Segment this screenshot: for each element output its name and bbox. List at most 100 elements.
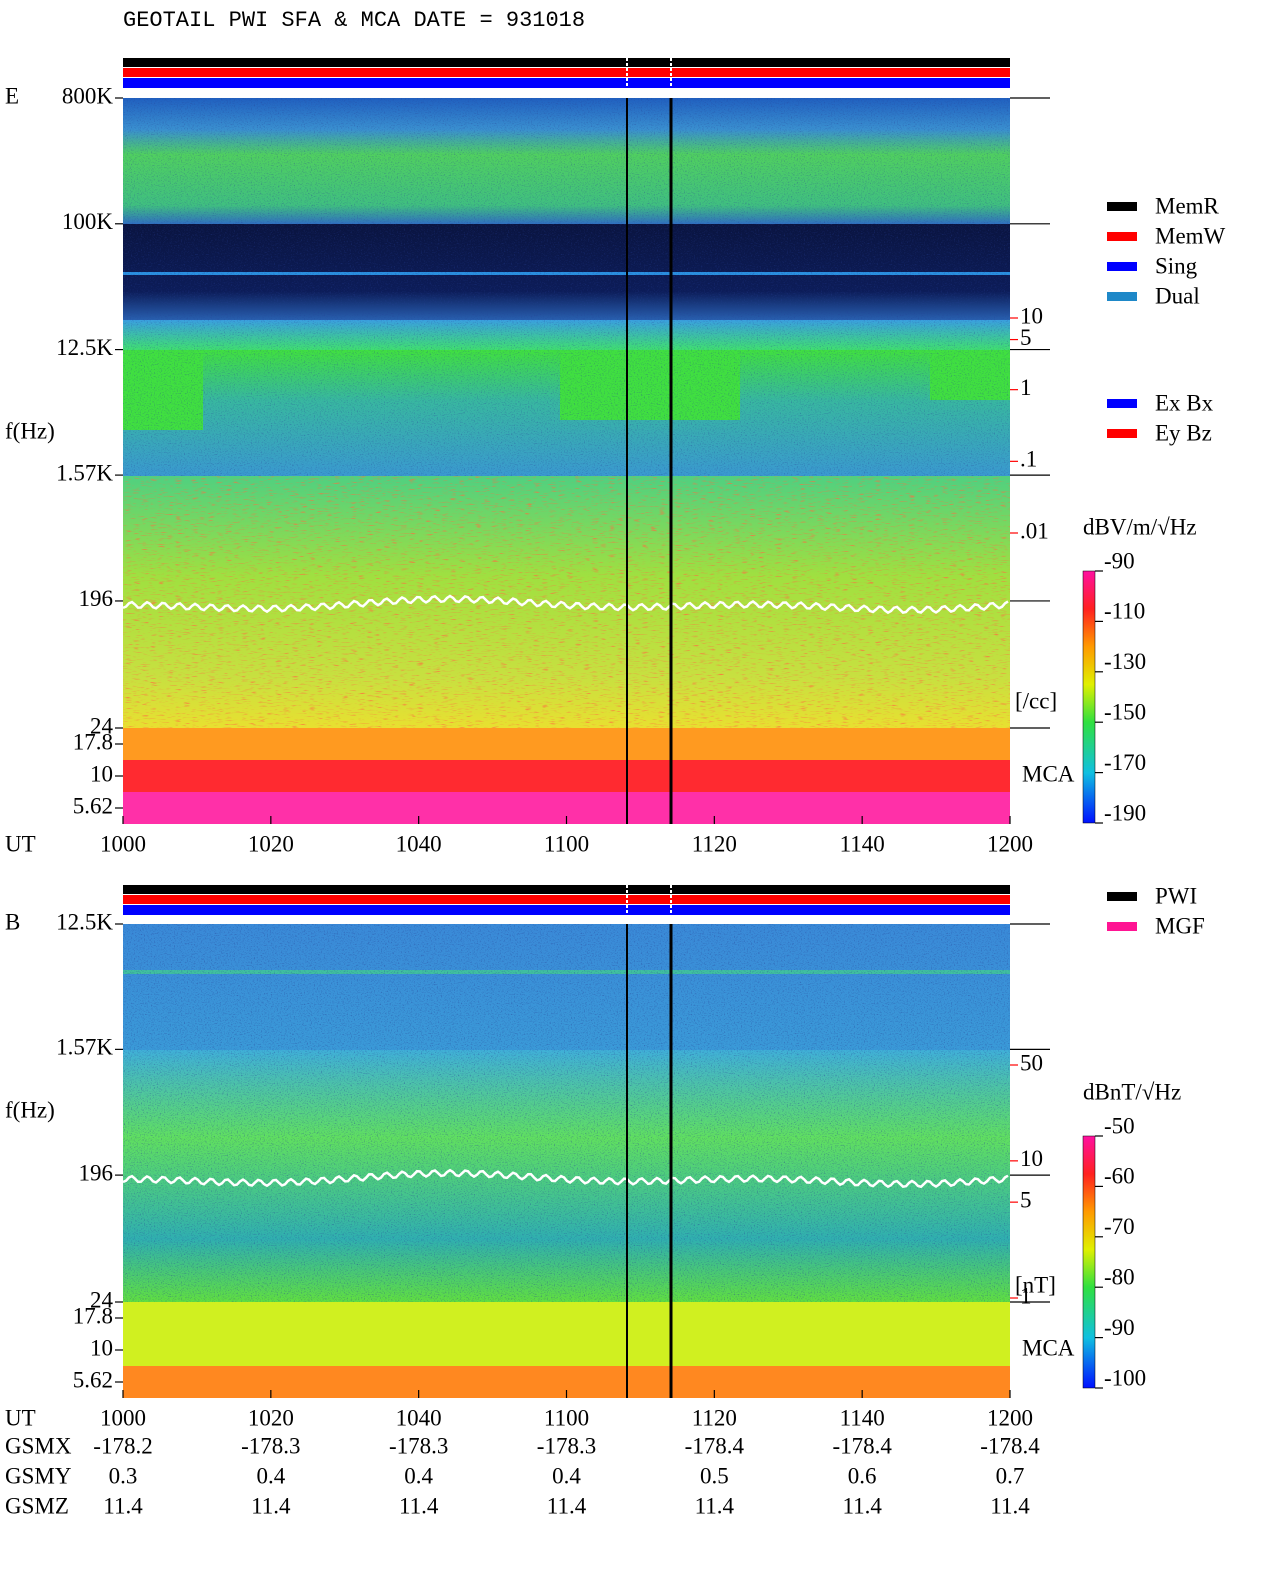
orbit-value: -178.3 [241,1433,300,1458]
legend-label: MGF [1155,913,1205,938]
x-axis-label: UT [5,1405,36,1430]
y2-tick-label: .01 [1020,518,1049,543]
y-tick-label: 1.57K [56,460,113,485]
status-bar [123,895,1010,904]
y-tick-label: 24 [90,713,114,738]
orbit-value: 11.4 [547,1493,587,1518]
orbit-value: 0.4 [404,1463,433,1488]
mca-label: MCA [1022,1335,1075,1360]
y-tick-label: 196 [79,1160,114,1185]
legend-label: MemR [1155,193,1220,218]
y-tick-label: 24 [90,1287,114,1312]
orbit-value: -178.4 [685,1433,745,1458]
y2-tick-label: 5 [1020,1187,1032,1212]
y-tick-label: 12.5K [56,909,113,934]
legend-label: Dual [1155,283,1200,308]
mca-tick-label: 10 [90,761,113,786]
status-bar [123,58,1010,67]
orbit-value: 11.4 [695,1493,735,1518]
orbit-value: 11.4 [103,1493,143,1518]
x-tick-label: 1100 [544,1405,589,1430]
orbit-value: -178.4 [980,1433,1040,1458]
legend-swatch [1107,922,1137,931]
y2-tick-label: 10 [1020,303,1043,328]
y2-axis-label: [nT] [1015,1272,1056,1297]
y2-tick-label: 10 [1020,1146,1043,1171]
legend-label: Ey Bz [1155,420,1212,445]
mca-tick-label: 5.62 [73,1367,113,1392]
orbit-value: 0.3 [109,1463,138,1488]
orbit-value: 11.4 [842,1493,882,1518]
y-tick-label: 1.57K [56,1035,113,1060]
mca-tick-label: 5.62 [73,793,113,818]
chart-title: GEOTAIL PWI SFA & MCA DATE = 931018 [123,8,585,33]
colorbar-tick-label: -50 [1104,1113,1135,1138]
orbit-value: 11.4 [399,1493,439,1518]
y-tick-label: 196 [79,586,114,611]
colorbar-label: dBnT/√Hz [1083,1079,1181,1104]
legend-label: Sing [1155,253,1198,278]
mca-label: MCA [1022,761,1075,786]
y2-tick-label: .1 [1020,447,1037,472]
y-tick-label: 800K [62,83,114,108]
x-tick-label: 1200 [987,1405,1033,1430]
colorbar-tick-label: -90 [1104,1315,1135,1340]
colorbar [1082,570,1096,824]
colorbar-tick-label: -100 [1104,1365,1146,1390]
colorbar-tick-label: -90 [1104,548,1135,573]
x-tick-label: 1000 [100,1405,146,1430]
orbit-value: -178.3 [389,1433,448,1458]
x-tick-label: 1140 [840,1405,885,1430]
orbit-row-name: GSMZ [5,1493,69,1518]
colorbar-tick-label: -170 [1104,750,1146,775]
legend-label: MemW [1155,223,1226,248]
x-tick-label: 1040 [396,831,442,856]
orbit-row-name: GSMY [5,1463,72,1488]
status-bar [123,885,1010,894]
colorbar-tick-label: -110 [1104,599,1145,624]
x-tick-label: 1100 [544,831,589,856]
mca-tick-label: 17.8 [73,729,113,754]
legend-swatch [1107,399,1137,408]
x-tick-label: 1040 [396,1405,442,1430]
legend-swatch [1107,262,1137,271]
legend-swatch [1107,202,1137,211]
colorbar-tick-label: -130 [1104,649,1146,674]
y-tick-label: 12.5K [56,335,113,360]
y2-axis-label: [/cc] [1015,688,1057,713]
status-bar [123,68,1010,77]
orbit-value: 0.5 [700,1463,729,1488]
spectrogram-b [123,924,1010,1398]
legend-swatch [1107,232,1137,241]
mca-tick-label: 17.8 [73,1303,113,1328]
colorbar-tick-label: -190 [1104,800,1146,825]
legend-swatch [1107,292,1137,301]
orbit-value: 0.4 [552,1463,581,1488]
x-tick-label: 1200 [987,831,1033,856]
colorbar-tick-label: -150 [1104,699,1146,724]
trace-line [122,594,1009,615]
orbit-value: -178.4 [832,1433,892,1458]
colorbar-tick-label: -60 [1104,1164,1135,1189]
y2-tick-label: 1 [1020,375,1032,400]
legend-label: Ex Bx [1155,390,1214,415]
orbit-value: -178.3 [537,1433,596,1458]
x-tick-label: 1120 [692,831,737,856]
legend-swatch [1107,429,1137,438]
orbit-value: -178.2 [93,1433,152,1458]
spectrogram-e [123,98,1010,824]
legend-swatch [1107,892,1137,901]
orbit-value: 11.4 [251,1493,291,1518]
panel-label: B [5,909,20,934]
status-bar [123,78,1010,88]
x-tick-label: 1120 [692,1405,737,1430]
orbit-value: 11.4 [990,1493,1030,1518]
x-tick-label: 1000 [100,831,146,856]
orbit-value: 0.6 [848,1463,877,1488]
y2-tick-label: 5 [1020,325,1032,350]
colorbar-label: dBV/m/√Hz [1083,514,1197,539]
y-axis-label: f(Hz) [5,418,55,443]
colorbar-tick-label: -80 [1104,1264,1135,1289]
y-tick-label: 100K [62,209,114,234]
